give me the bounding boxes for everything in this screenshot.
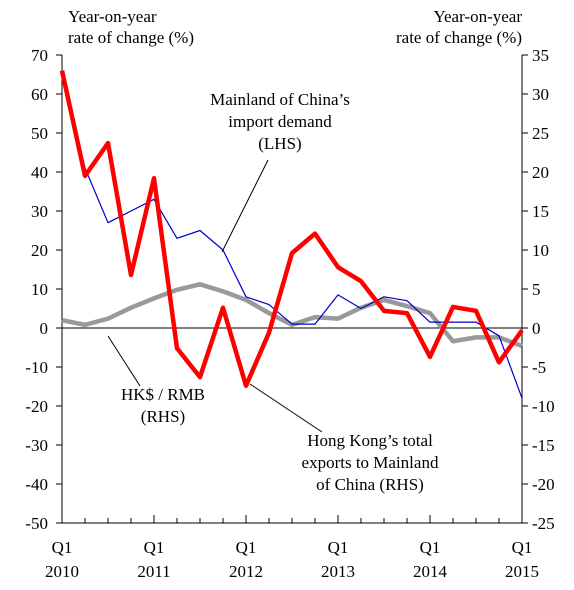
- y-tick-label: -20: [25, 397, 48, 416]
- series-annotation-line: exports to Mainland: [302, 453, 439, 472]
- x-tick-label: Q1 2011: [137, 538, 170, 581]
- series-annotation-line: (LHS): [258, 134, 301, 153]
- y2-tick-label: 10: [532, 241, 549, 260]
- series-annotation-line: (RHS): [141, 407, 185, 426]
- y2-tick-label: 15: [532, 202, 549, 221]
- series-annotation-line: Mainland of China’s: [210, 90, 350, 109]
- series-annotation-line: of China (RHS): [316, 475, 424, 494]
- y-tick-label: 40: [31, 163, 48, 182]
- x-tick-label-line: Q1: [144, 538, 165, 557]
- y-tick-label: -30: [25, 436, 48, 455]
- series-annotation: Mainland of China’s import demand (LHS): [210, 90, 350, 153]
- x-tick-label-line: 2015: [505, 562, 539, 581]
- y-tick-label: 10: [31, 280, 48, 299]
- y2-tick-label: 5: [532, 280, 541, 299]
- y-axis-label-line: rate of change (%): [68, 28, 194, 47]
- y2-tick-label: 20: [532, 163, 549, 182]
- x-tick-label: Q1 2010: [45, 538, 79, 581]
- y-tick-label: 60: [31, 85, 48, 104]
- y-tick-label: 20: [31, 241, 48, 260]
- y2-axis-label-line: Year-on-year: [433, 7, 522, 26]
- x-tick-label-line: 2013: [321, 562, 355, 581]
- x-tick-label-line: 2011: [137, 562, 170, 581]
- y2-tick-label: -15: [532, 436, 555, 455]
- series-line: [59, 70, 524, 388]
- y2-tick-label: 25: [532, 124, 549, 143]
- x-tick-label: Q1 2015: [505, 538, 539, 581]
- x-tick-label-line: 2012: [229, 562, 263, 581]
- leader-line: [107, 335, 141, 387]
- x-tick-label-line: 2010: [45, 562, 79, 581]
- y2-tick-label: -5: [532, 358, 546, 377]
- x-tick-label: Q1 2013: [321, 538, 355, 581]
- leader-line: [249, 383, 323, 433]
- y-axis-label: Year-on-year rate of change (%): [68, 7, 194, 47]
- x-tick-label-line: Q1: [420, 538, 441, 557]
- y2-tick-label: -25: [532, 514, 555, 533]
- x-tick-label-line: Q1: [328, 538, 349, 557]
- y-tick-label: 30: [31, 202, 48, 221]
- y2-tick-label: 0: [532, 319, 541, 338]
- x-tick-label-line: Q1: [52, 538, 73, 557]
- series-annotation-line: import demand: [228, 112, 332, 131]
- y-tick-label: 70: [31, 46, 48, 65]
- x-tick-label-line: Q1: [512, 538, 533, 557]
- y2-axis-label: Year-on-year rate of change (%): [396, 7, 522, 47]
- y2-tick-label: 30: [532, 85, 549, 104]
- series-annotation: HK$ / RMB (RHS): [121, 385, 205, 426]
- leader-line: [221, 159, 269, 253]
- y2-axis-label-line: rate of change (%): [396, 28, 522, 47]
- y-tick-label: -50: [25, 514, 48, 533]
- y-tick-label: -10: [25, 358, 48, 377]
- x-tick-label-line: 2014: [413, 562, 448, 581]
- y-tick-label: 50: [31, 124, 48, 143]
- series-line: [61, 282, 523, 349]
- series-annotation: Hong Kong’s total exports to Mainland of C…: [302, 431, 439, 494]
- y-axis-label-line: Year-on-year: [68, 7, 157, 26]
- y-tick-label: -40: [25, 475, 48, 494]
- y2-tick-label: 35: [532, 46, 549, 65]
- series-annotation-line: Hong Kong’s total: [307, 431, 433, 450]
- series-annotation-line: HK$ / RMB: [121, 385, 205, 404]
- x-tick-label-line: Q1: [236, 538, 257, 557]
- y2-tick-label: -20: [532, 475, 555, 494]
- x-tick-label: Q1 2012: [229, 538, 263, 581]
- x-tick-label: Q1 2014: [413, 538, 448, 581]
- y2-tick-label: -10: [532, 397, 555, 416]
- y-tick-label: 0: [40, 319, 49, 338]
